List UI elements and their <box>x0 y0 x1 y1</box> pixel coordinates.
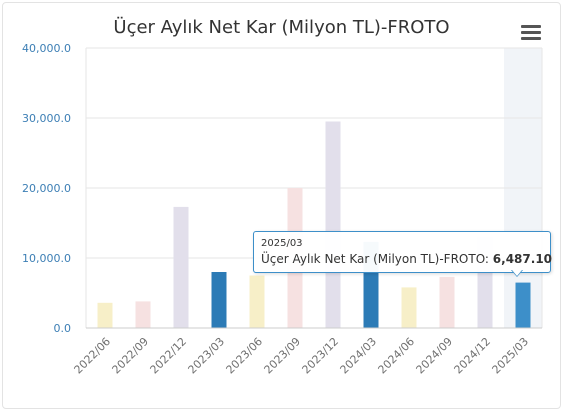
x-tick-label: 2023/06 <box>224 335 266 377</box>
bar <box>97 302 113 328</box>
bar <box>173 206 189 328</box>
tooltip-arrow-inner <box>512 270 522 276</box>
bar <box>249 275 265 328</box>
hamburger-menu-icon[interactable] <box>521 25 541 43</box>
x-tick-label: 2023/12 <box>300 335 342 377</box>
y-tick-label: 40,000.0 <box>22 42 71 55</box>
y-tick-label: 30,000.0 <box>22 112 71 125</box>
y-tick-label: 20,000.0 <box>22 182 71 195</box>
bar <box>439 276 455 328</box>
y-tick-label: 10,000.0 <box>22 252 71 265</box>
x-tick-label: 2023/09 <box>262 335 304 377</box>
tooltip-date: 2025/03 <box>261 238 303 249</box>
tooltip-label: Üçer Aylık Net Kar (Milyon TL)-FROTO: <box>261 252 489 266</box>
tooltip-value: 6,487.10 <box>492 252 553 266</box>
tooltip-line: Üçer Aylık Net Kar (Milyon TL)-FROTO: 6,… <box>261 252 552 266</box>
bar <box>515 282 531 328</box>
chart-card: Üçer Aylık Net Kar (Milyon TL)-FROTO <box>2 2 561 409</box>
x-tick-label: 2024/12 <box>452 335 494 377</box>
y-tick-label: 0.0 <box>54 322 72 335</box>
tooltip: 2025/03 Üçer Aylık Net Kar (Milyon TL)-F… <box>253 231 552 273</box>
x-tick-label: 2025/03 <box>490 335 532 377</box>
x-tick-label: 2024/03 <box>338 335 380 377</box>
chart-title: Üçer Aylık Net Kar (Milyon TL)-FROTO <box>113 17 450 38</box>
x-tick-label: 2024/06 <box>376 335 418 377</box>
x-tick-label: 2023/03 <box>186 335 228 377</box>
bar <box>401 287 417 328</box>
x-tick-label: 2024/09 <box>414 335 456 377</box>
bar <box>325 121 341 328</box>
bar <box>211 272 227 328</box>
x-tick-label: 2022/06 <box>72 335 114 377</box>
x-tick-label: 2022/09 <box>110 335 152 377</box>
bar <box>135 301 151 328</box>
x-tick-label: 2022/12 <box>148 335 190 377</box>
